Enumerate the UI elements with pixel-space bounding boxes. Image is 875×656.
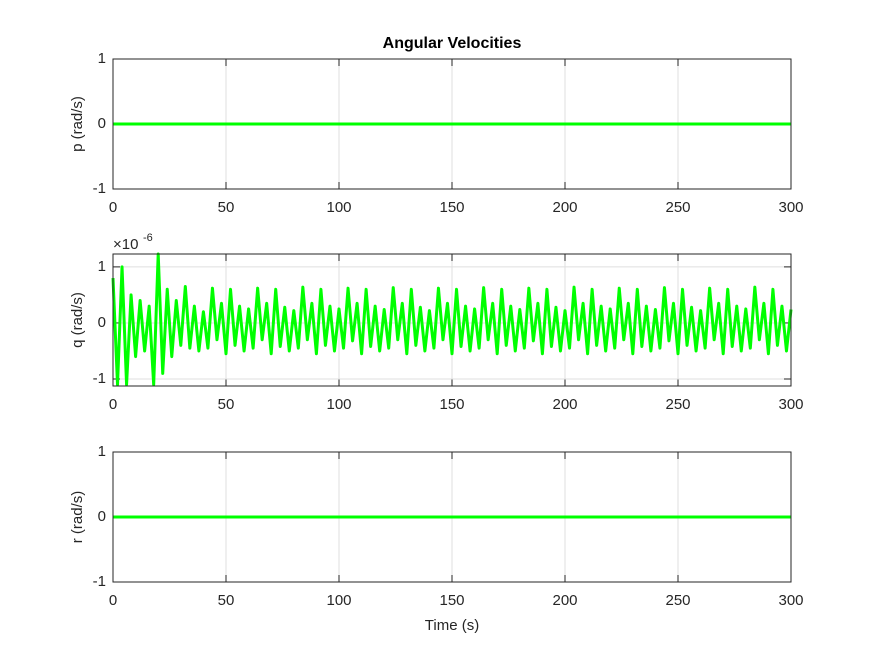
x-tick-label: 100 [326, 396, 351, 413]
x-tick-label: 300 [778, 199, 803, 216]
x-tick-label: 250 [665, 592, 690, 609]
y-tick-label: -1 [93, 370, 106, 387]
y-tick-label: 1 [98, 50, 106, 67]
x-tick-label: 200 [552, 396, 577, 413]
y-tick-label: 0 [98, 508, 106, 525]
y-tick-label: -1 [93, 573, 106, 590]
x-axis-label: Time (s) [425, 617, 479, 634]
axis-exponent-power: -6 [143, 232, 153, 244]
y-axis-label: r (rad/s) [69, 491, 86, 544]
x-tick-label: 150 [439, 592, 464, 609]
y-axis-label: q (rad/s) [69, 292, 86, 348]
x-tick-label: 0 [109, 592, 117, 609]
x-tick-label: 150 [439, 396, 464, 413]
axes-box [112, 253, 792, 387]
x-tick-label: 50 [218, 592, 235, 609]
y-tick-label: 0 [98, 314, 106, 331]
x-tick-label: 50 [218, 199, 235, 216]
x-tick-label: 150 [439, 199, 464, 216]
x-tick-label: 200 [552, 199, 577, 216]
y-tick-label: 1 [98, 258, 106, 275]
x-tick-label: 300 [778, 396, 803, 413]
y-tick-label: 0 [98, 115, 106, 132]
y-axis-label: p (rad/s) [69, 96, 86, 152]
data-line [111, 252, 793, 387]
x-tick-label: 250 [665, 199, 690, 216]
axes-box [112, 58, 792, 190]
y-tick-label: -1 [93, 180, 106, 197]
axes-box [112, 451, 792, 583]
x-tick-label: 300 [778, 592, 803, 609]
y-tick-label: 1 [98, 443, 106, 460]
x-tick-label: 50 [218, 396, 235, 413]
chart-title: Angular Velocities [383, 35, 522, 52]
x-tick-label: 100 [326, 592, 351, 609]
x-tick-label: 0 [109, 396, 117, 413]
axis-exponent-base: ×10 [113, 236, 138, 253]
x-tick-label: 200 [552, 592, 577, 609]
x-tick-label: 100 [326, 199, 351, 216]
x-tick-label: 250 [665, 396, 690, 413]
x-tick-label: 0 [109, 199, 117, 216]
